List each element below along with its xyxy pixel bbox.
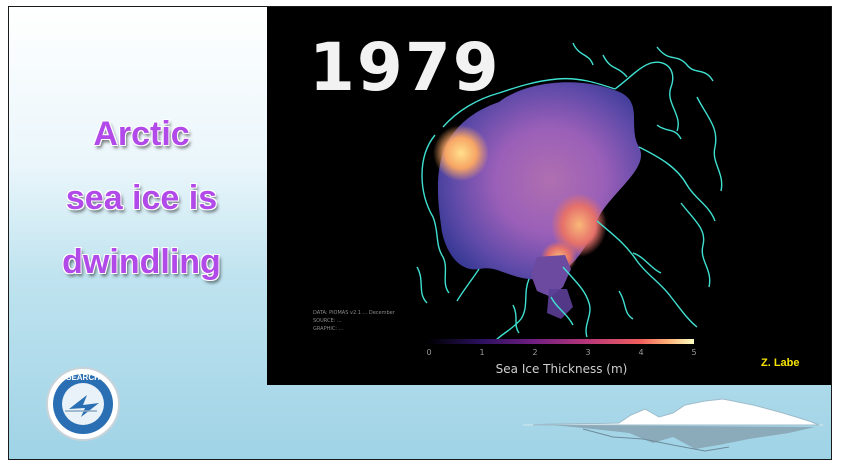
title-line-3: dwindling — [62, 243, 221, 281]
meta-line-data: DATA: PIOMAS v2.1 ... December — [313, 310, 395, 316]
slide-title: Arctic sea ice is dwindling — [29, 102, 254, 294]
meta-line-source: SOURCE: ... — [313, 318, 342, 324]
credit-label: Z. Labe — [761, 357, 800, 369]
data-source-lines: DATA: PIOMAS v2.1 ... December SOURCE: .… — [313, 309, 395, 333]
year-label: 1979 — [309, 29, 501, 106]
sea-ice-map: 1979 — [267, 7, 831, 385]
colorbar-label: Sea Ice Thickness (m) — [495, 362, 628, 376]
title-line-2: sea ice is — [65, 179, 218, 217]
slide: Arctic sea ice is dwindling 1979 — [8, 6, 832, 460]
colorbar-tick-2: 2 — [532, 348, 538, 357]
title-line-1: Arctic — [93, 115, 190, 153]
iceberg-icon — [523, 398, 823, 452]
colorbar-tick-0: 0 — [426, 348, 432, 357]
search-logo-icon: SEARCH — [46, 367, 120, 441]
colorbar-tick-3: 3 — [585, 348, 591, 357]
colorbar-tick-1: 1 — [479, 348, 485, 357]
meta-line-graphic: GRAPHIC: ... — [313, 326, 344, 332]
sea-ice-thickness-map-graphic — [416, 42, 723, 342]
thickness-colorbar — [429, 339, 694, 344]
colorbar-ticks: 0 1 2 3 4 5 — [426, 348, 697, 360]
colorbar-tick-4: 4 — [638, 348, 644, 357]
coastline-lines — [416, 42, 723, 342]
colorbar-tick-5: 5 — [691, 348, 697, 357]
logo-text: SEARCH — [66, 373, 100, 382]
